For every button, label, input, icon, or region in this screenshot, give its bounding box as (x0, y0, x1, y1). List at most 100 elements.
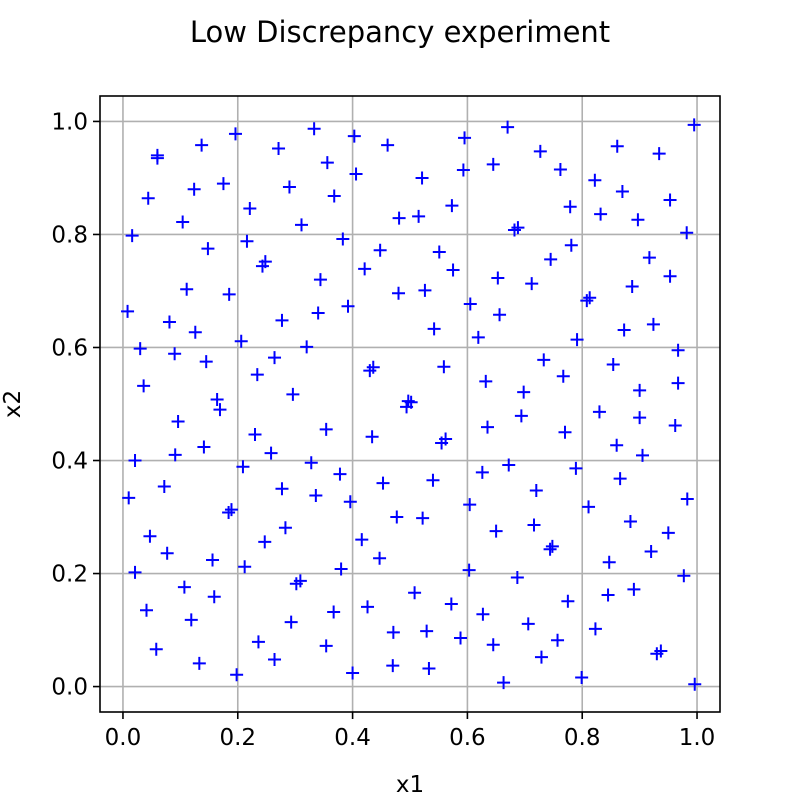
data-point (521, 617, 535, 631)
data-point (668, 418, 682, 432)
data-point (137, 379, 151, 393)
data-point (427, 322, 441, 336)
data-point (517, 385, 531, 399)
data-point (529, 483, 543, 497)
data-point (654, 644, 668, 658)
data-point (238, 560, 252, 574)
data-point (264, 446, 278, 460)
data-point (418, 283, 432, 297)
data-point (479, 374, 493, 388)
data-point (564, 238, 578, 252)
data-point (358, 262, 372, 276)
data-point (343, 495, 357, 509)
data-point (617, 323, 631, 337)
data-point (582, 500, 596, 514)
data-point (309, 489, 323, 503)
data-point (543, 542, 557, 556)
data-point (486, 157, 500, 171)
x-tick-label: 0.6 (449, 725, 486, 751)
data-point (625, 279, 639, 293)
data-point (432, 245, 446, 259)
data-point (408, 586, 422, 600)
data-point (392, 211, 406, 225)
data-point (633, 411, 647, 425)
data-point (553, 162, 567, 176)
data-point (563, 200, 577, 214)
data-point (197, 440, 211, 454)
data-point (268, 351, 282, 365)
data-point (361, 600, 375, 614)
y-tick-label: 0.0 (51, 675, 88, 701)
data-point (527, 518, 541, 532)
data-point (510, 570, 524, 584)
data-point (381, 138, 395, 152)
data-point (333, 467, 347, 481)
data-point (444, 597, 458, 611)
data-point (275, 482, 289, 496)
data-point (216, 177, 230, 191)
data-point (162, 315, 176, 329)
data-point (663, 269, 677, 283)
data-point (646, 317, 660, 331)
data-point (177, 580, 191, 594)
data-point (501, 120, 515, 134)
data-point (355, 533, 369, 547)
data-point (633, 383, 647, 397)
data-point (677, 569, 691, 583)
data-point (133, 342, 147, 356)
data-point (420, 624, 434, 638)
data-point (463, 498, 477, 512)
data-point (157, 480, 171, 494)
data-point (592, 405, 606, 419)
data-point (236, 460, 250, 474)
data-point (334, 562, 348, 576)
data-point (311, 306, 325, 320)
data-point (184, 613, 198, 627)
grid-lines (100, 96, 720, 712)
data-point (150, 148, 164, 162)
data-point (376, 476, 390, 490)
axis-ticks: 0.0 0.2 0.4 0.6 0.8 1.0 0.0 0.2 0.4 0.6 0.8 1.0 (51, 109, 715, 751)
data-point (300, 340, 314, 354)
x-tick-label: 1.0 (679, 725, 716, 751)
data-point (404, 395, 418, 409)
data-point (631, 213, 645, 227)
data-point (363, 364, 377, 378)
data-point (561, 594, 575, 608)
data-point (610, 438, 624, 452)
x-tick-label: 0.4 (334, 725, 371, 751)
data-point (445, 199, 459, 213)
data-point (268, 652, 282, 666)
data-point (636, 448, 649, 462)
data-point (199, 355, 213, 369)
data-point (327, 189, 341, 203)
data-point (671, 376, 685, 390)
data-point (688, 677, 702, 691)
data-point (416, 511, 430, 525)
data-point (307, 122, 321, 136)
data-point (248, 428, 262, 442)
data-point (386, 659, 400, 673)
data-point (458, 131, 472, 145)
data-point (663, 193, 677, 207)
data-point (230, 668, 244, 682)
data-point (471, 330, 485, 344)
data-point (373, 243, 387, 257)
data-point (286, 387, 300, 401)
data-point (125, 229, 139, 243)
data-point (373, 551, 387, 565)
data-point (491, 271, 505, 285)
data-point (588, 622, 602, 636)
data-point (349, 167, 363, 181)
data-point (644, 545, 658, 559)
data-point (143, 529, 157, 543)
data-point (207, 590, 221, 604)
data-point (588, 173, 602, 187)
data-point (426, 473, 440, 487)
x-axis-label: x1 (396, 772, 424, 798)
data-point (462, 563, 476, 577)
data-point (392, 286, 406, 300)
data-point (486, 638, 500, 652)
data-point (228, 127, 242, 141)
data-point (454, 631, 468, 645)
